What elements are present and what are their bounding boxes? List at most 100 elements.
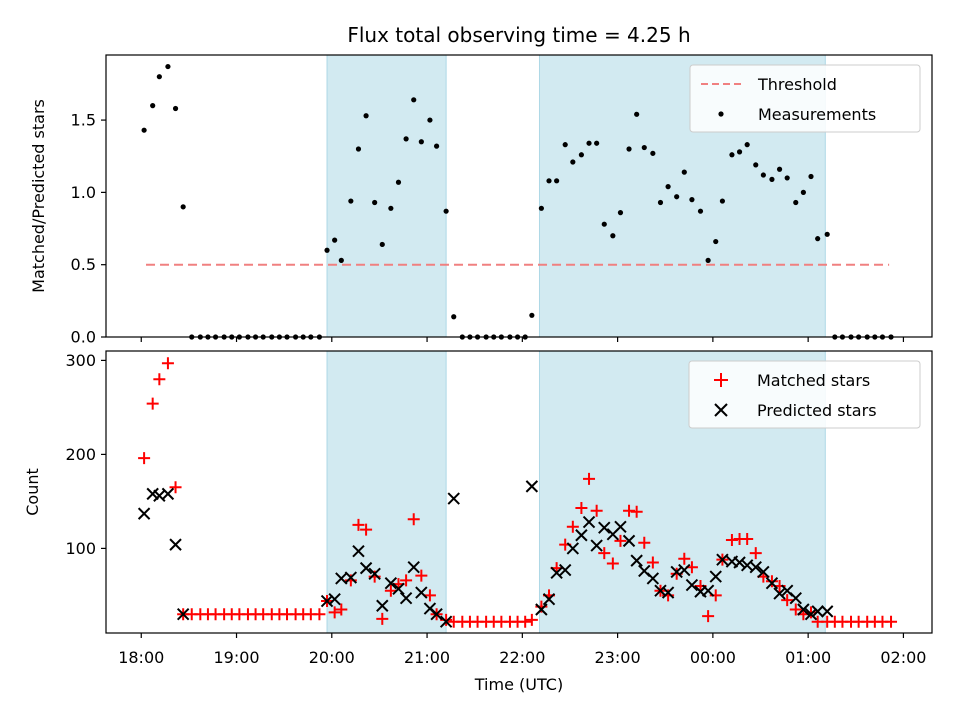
predicted-point xyxy=(344,571,358,584)
measurement-point xyxy=(665,184,671,190)
predicted-point xyxy=(535,603,548,616)
measurement-point xyxy=(332,237,338,243)
matched-point xyxy=(606,557,619,570)
matched-point xyxy=(440,613,453,626)
predicted-point xyxy=(430,607,443,621)
bottom-x-ticks: 18:00 19:00 20:00 21:00 22:00 23:00 00:00 01:00… xyxy=(118,633,926,667)
y-tick-label: 200 xyxy=(65,445,96,464)
measurement-point xyxy=(388,205,394,211)
matched-point xyxy=(519,615,532,628)
measurement-point xyxy=(403,136,409,142)
measurement-point xyxy=(713,238,719,245)
predicted-point xyxy=(137,507,151,520)
predicted-point xyxy=(685,578,699,592)
measurement-point xyxy=(546,178,552,184)
predicted-point xyxy=(733,556,746,569)
measurement-point xyxy=(808,173,814,180)
shaded-interval xyxy=(326,350,447,634)
top-legend: Threshold Measurements xyxy=(689,64,921,133)
matched-point xyxy=(407,513,420,526)
top-x-ticks xyxy=(140,337,905,342)
predicted-point xyxy=(161,487,175,501)
matched-point xyxy=(741,533,754,545)
measurement-point xyxy=(601,221,607,227)
matched-point xyxy=(161,357,174,370)
measurement-point xyxy=(753,162,759,168)
matched-point xyxy=(638,536,651,549)
matched-legend-swatch xyxy=(714,373,728,387)
predicted-point xyxy=(709,570,722,583)
matched-point xyxy=(138,452,151,465)
predicted-point xyxy=(670,565,683,579)
measurement-point xyxy=(793,199,799,206)
matched-point xyxy=(646,556,659,569)
matched-point xyxy=(352,518,365,531)
measurement-point xyxy=(800,189,806,195)
predicted-point xyxy=(614,520,627,533)
measurement-point xyxy=(689,197,695,203)
predicted-point xyxy=(646,572,660,585)
predicted-point xyxy=(811,605,824,618)
bottom-legend: Matched stars Predicted stars xyxy=(688,360,921,429)
matched-legend-label: Matched stars xyxy=(757,371,870,390)
measurement-point xyxy=(641,144,647,151)
x-tick-label: 20:00 xyxy=(309,648,355,667)
measurement-point xyxy=(824,231,830,237)
matched-point xyxy=(153,373,166,386)
matched-point xyxy=(885,615,898,628)
predicted-point xyxy=(789,592,802,605)
measurement-point xyxy=(324,247,330,253)
measurement-point xyxy=(736,149,743,155)
predicted-point xyxy=(804,607,818,621)
predicted-point xyxy=(654,584,667,597)
y-tick-label: 0.5 xyxy=(71,255,96,274)
measurement-point xyxy=(681,169,687,175)
bottom-axes-frame xyxy=(105,350,933,634)
y-tick-label: 1.0 xyxy=(71,183,96,202)
predicted-point xyxy=(622,534,636,548)
measurement-point xyxy=(610,233,616,239)
matched-point xyxy=(583,472,596,485)
measurement-point xyxy=(650,150,656,156)
measurement-point xyxy=(180,204,186,210)
shaded-interval xyxy=(326,54,447,338)
predicted-point xyxy=(678,563,691,577)
measurement-point xyxy=(815,236,821,242)
measurement-point xyxy=(411,97,417,103)
measurement-point xyxy=(657,199,664,206)
measurement-point xyxy=(363,113,369,119)
predicted-point xyxy=(320,594,334,608)
measurement-point xyxy=(529,312,535,318)
predicted-point xyxy=(328,592,341,606)
matched-point xyxy=(678,552,691,565)
measurement-point xyxy=(554,178,560,184)
measurement-point xyxy=(744,142,750,148)
bottom-panel: 100 200 300 18:00 19:00 20:00 21:00 22:00 23:00… xyxy=(23,350,933,694)
predicted-point xyxy=(550,566,563,580)
measurement-point xyxy=(141,127,147,133)
measurement-point xyxy=(634,111,640,117)
x-tick-label: 02:00 xyxy=(880,648,926,667)
predicted-point xyxy=(352,545,365,558)
measurement-point xyxy=(379,241,385,248)
predicted-point xyxy=(598,521,611,534)
measurement-point xyxy=(156,74,162,80)
measurements-legend-label: Measurements xyxy=(758,105,876,124)
x-tick-label: 19:00 xyxy=(213,648,259,667)
y-tick-label: 0.0 xyxy=(71,328,96,347)
predicted-point xyxy=(773,587,786,600)
matched-point xyxy=(614,534,627,547)
predicted-point xyxy=(542,592,556,606)
x-tick-label: 18:00 xyxy=(118,648,164,667)
matched-point xyxy=(360,523,373,536)
x-tick-label: 22:00 xyxy=(499,648,545,667)
predicted-point xyxy=(590,539,603,552)
x-axis-label: Time (UTC) xyxy=(474,675,563,694)
y-tick-label: 300 xyxy=(65,351,96,370)
measurement-point xyxy=(594,140,600,146)
measurement-point xyxy=(570,159,576,165)
measurement-point xyxy=(760,172,766,178)
measurement-point xyxy=(355,146,362,152)
measurement-point xyxy=(719,198,726,204)
measurement-point xyxy=(348,198,354,204)
